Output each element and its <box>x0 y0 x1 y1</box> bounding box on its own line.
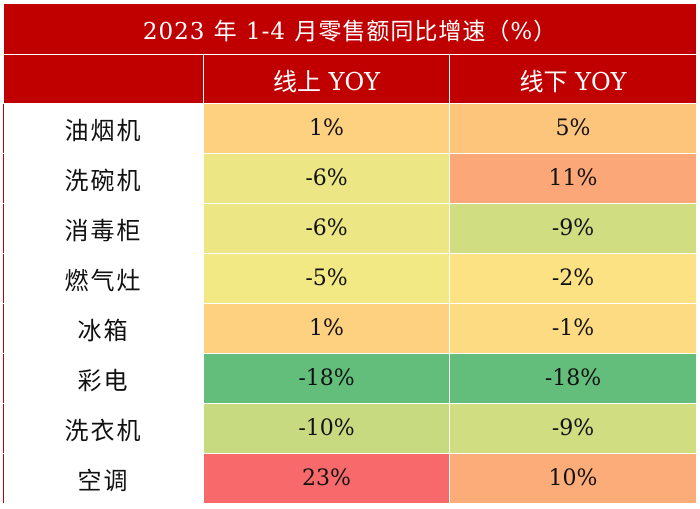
table-row: 空调 23% 10% <box>3 453 697 503</box>
table-row: 冰箱 1% -1% <box>3 303 697 354</box>
online-yoy-cell: 1% <box>203 103 450 154</box>
table-row: 消毒柜 -6% -9% <box>3 203 697 254</box>
offline-yoy-cell: -2% <box>449 253 697 304</box>
header-corner <box>3 54 204 104</box>
offline-yoy-cell: 5% <box>449 103 697 154</box>
table-row: 洗衣机 -10% -9% <box>3 403 697 454</box>
table-row: 油烟机 1% 5% <box>3 103 697 154</box>
offline-yoy-cell: -1% <box>449 303 697 354</box>
row-category-label: 彩电 <box>3 353 204 404</box>
offline-yoy-cell: -9% <box>449 203 697 254</box>
online-yoy-cell: -6% <box>203 203 450 254</box>
row-category-label: 消毒柜 <box>3 203 204 254</box>
table-body: 油烟机 1% 5% 洗碗机 -6% 11% 消毒柜 -6% -9% 燃气灶 -5% -2% 冰箱 1% -1… <box>3 103 697 503</box>
offline-yoy-cell: -18% <box>449 353 697 404</box>
offline-yoy-cell: 10% <box>449 453 697 503</box>
online-yoy-cell: -5% <box>203 253 450 304</box>
row-category-label: 洗碗机 <box>3 153 204 204</box>
retail-growth-table: 2023 年 1-4 月零售额同比增速（%） 线上 YOY 线下 YOY 油烟机… <box>3 3 697 503</box>
row-category-label: 空调 <box>3 453 204 503</box>
row-category-label: 燃气灶 <box>3 253 204 304</box>
table-row: 彩电 -18% -18% <box>3 353 697 404</box>
offline-yoy-cell: 11% <box>449 153 697 204</box>
online-yoy-cell: 23% <box>203 453 450 503</box>
online-yoy-cell: -10% <box>203 403 450 454</box>
offline-yoy-cell: -9% <box>449 403 697 454</box>
header-online-yoy: 线上 YOY <box>203 54 450 104</box>
row-category-label: 冰箱 <box>3 303 204 354</box>
online-yoy-cell: 1% <box>203 303 450 354</box>
header-offline-yoy: 线下 YOY <box>449 54 697 104</box>
row-category-label: 油烟机 <box>3 103 204 154</box>
table-row: 燃气灶 -5% -2% <box>3 253 697 304</box>
online-yoy-cell: -6% <box>203 153 450 204</box>
online-yoy-cell: -18% <box>203 353 450 404</box>
table-row: 洗碗机 -6% 11% <box>3 153 697 204</box>
row-category-label: 洗衣机 <box>3 403 204 454</box>
table-title: 2023 年 1-4 月零售额同比增速（%） <box>3 3 697 55</box>
